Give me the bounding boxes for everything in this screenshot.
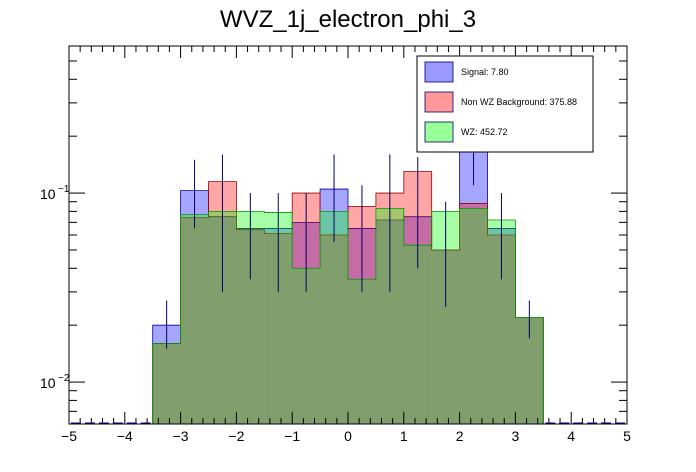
- bar: [292, 268, 321, 424]
- x-tick-label: 5: [623, 428, 631, 444]
- bar: [459, 140, 488, 424]
- x-tick-label: −4: [117, 428, 133, 444]
- legend: Signal: 7.80 Non WZ Background: 375.88 WZ:…: [416, 55, 594, 153]
- series-signal: [152, 139, 544, 424]
- x-tick-label: 4: [567, 428, 575, 444]
- x-tick-label: 0: [344, 428, 352, 444]
- bar: [180, 214, 209, 424]
- legend-item: Signal: 7.80: [424, 61, 509, 83]
- x-tick-label: −3: [173, 428, 189, 444]
- error-bars: [166, 128, 530, 349]
- x-tick-label: −5: [61, 428, 77, 444]
- y-tick-label-exponent: −2: [58, 373, 70, 384]
- bar: [180, 217, 209, 424]
- bar: [320, 211, 348, 424]
- bar: [459, 208, 488, 424]
- x-tick-label: 1: [400, 428, 408, 444]
- y-tick-label-base: 10: [40, 375, 56, 391]
- bar: [180, 190, 209, 424]
- series-wz: [152, 207, 544, 424]
- bar: [152, 343, 181, 424]
- legend-swatch: [424, 61, 454, 83]
- bar: [459, 203, 488, 424]
- bar: [348, 279, 376, 424]
- x-tick-label: −1: [284, 428, 300, 444]
- legend-swatch: [424, 91, 454, 113]
- bar: [403, 245, 432, 424]
- x-tick-label: 3: [512, 428, 520, 444]
- legend-item: Non WZ Background: 375.88: [424, 91, 577, 113]
- x-tick-label: −2: [228, 428, 244, 444]
- legend-swatch: [424, 121, 454, 143]
- series-outline: [152, 207, 544, 424]
- chart-title: WVZ_1j_electron_phi_3: [220, 6, 476, 33]
- legend-label: WZ: 452.72: [461, 127, 508, 137]
- plot-area: [71, 128, 625, 424]
- axes: −5 −4 −3 −2 −1 0 1 2 3 4 510−110−2: [40, 46, 631, 444]
- legend-label: Non WZ Background: 375.88: [461, 97, 577, 107]
- legend-item: WZ: 452.72: [424, 121, 508, 143]
- bar: [152, 343, 181, 424]
- x-tick-label: 2: [456, 428, 464, 444]
- y-tick-label-base: 10: [40, 186, 56, 202]
- y-tick-label-exponent: −1: [58, 184, 70, 195]
- bar: [320, 235, 348, 424]
- legend-label: Signal: 7.80: [461, 67, 509, 77]
